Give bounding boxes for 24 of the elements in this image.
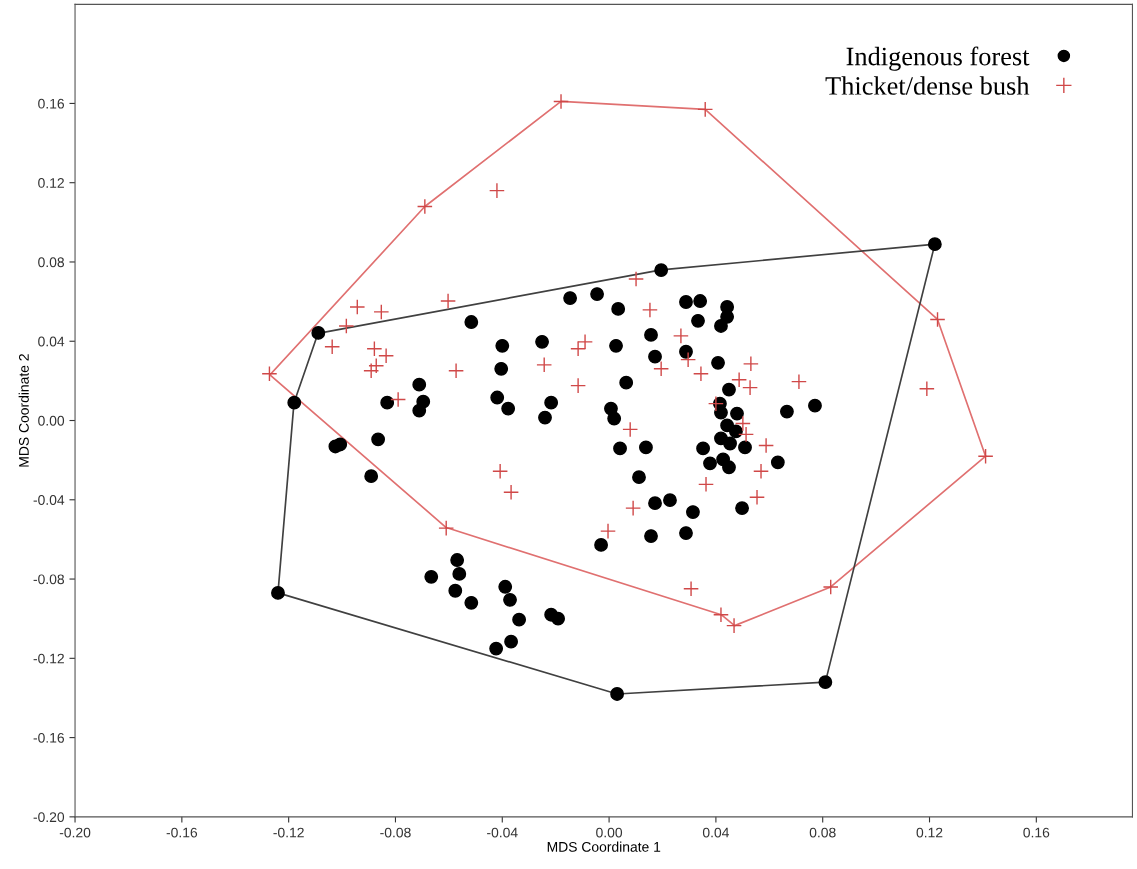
x-tick-label: -0.12 xyxy=(273,827,304,838)
y-tick-label: 0.00 xyxy=(38,415,65,426)
x-tick-label: -0.16 xyxy=(166,827,198,838)
x-tick-label: 0.12 xyxy=(916,827,943,838)
x-tick-label: -0.08 xyxy=(380,827,411,838)
y-tick-label: -0.04 xyxy=(33,495,65,505)
legend-label: Indigenous forest xyxy=(846,46,1030,71)
x-tick-label: -0.20 xyxy=(59,827,91,838)
y-tick-label: 0.16 xyxy=(38,98,65,109)
legend-label: Thicket/dense bush xyxy=(825,76,1030,95)
y-axis-title: MDS Coordinate 2 xyxy=(18,354,29,467)
y-tick-label: 0.08 xyxy=(38,257,65,268)
x-tick-label: 0.04 xyxy=(702,827,730,838)
y-tick-label: -0.08 xyxy=(33,574,65,585)
y-tick-label: 0.12 xyxy=(38,178,64,188)
y-tick-label: 0.04 xyxy=(38,336,65,347)
x-tick-label: 0.16 xyxy=(1023,827,1050,838)
x-axis-title: MDS Coordinate 1 xyxy=(547,841,661,852)
x-tick-label: 0.08 xyxy=(809,827,836,838)
y-tick-label: -0.20 xyxy=(33,812,65,823)
x-tick-label: -0.04 xyxy=(487,827,518,838)
x-tick-label: 0.00 xyxy=(596,827,623,838)
y-tick-label: -0.16 xyxy=(33,732,65,743)
y-tick-label: -0.12 xyxy=(33,653,64,664)
